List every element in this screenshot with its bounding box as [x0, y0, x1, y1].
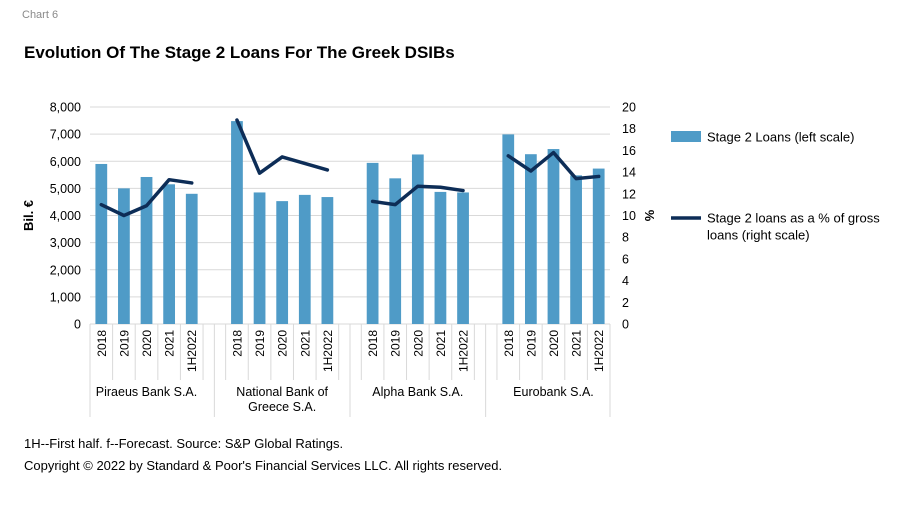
bar — [389, 178, 402, 324]
bar — [366, 162, 379, 324]
y2-tick-label: 20 — [622, 101, 636, 115]
bar — [592, 168, 605, 324]
y2-tick-label: 10 — [622, 209, 636, 223]
x-tick-label: 2021 — [298, 330, 312, 357]
y-tick-label: 0 — [74, 318, 81, 332]
bar — [231, 121, 243, 324]
x-tick-label: 2018 — [366, 330, 380, 357]
legend-line-label: loans (right scale) — [707, 228, 810, 243]
group-label: Eurobank S.A. — [513, 385, 594, 399]
y-tick-label: 5,000 — [50, 182, 81, 196]
y2-axis-title: % — [642, 210, 657, 222]
y2-tick-label: 12 — [622, 187, 636, 201]
bar — [185, 193, 198, 324]
series-line — [99, 177, 194, 218]
bar — [457, 192, 469, 324]
x-tick-label: 2021 — [570, 330, 584, 357]
bar — [276, 201, 289, 324]
y-tick-label: 8,000 — [50, 101, 81, 115]
group-label: Alpha Bank S.A. — [372, 385, 463, 399]
y-tick-label: 2,000 — [50, 263, 81, 277]
bar — [411, 154, 424, 324]
y2-tick-label: 18 — [622, 122, 636, 136]
bar — [321, 197, 334, 324]
x-tick-label: 2020 — [140, 330, 154, 357]
x-tick-label: 2019 — [253, 330, 267, 357]
y-tick-label: 6,000 — [50, 155, 81, 169]
x-tick-label: 2020 — [411, 330, 425, 357]
bar — [298, 194, 311, 324]
x-tick-label: 2020 — [276, 330, 290, 357]
series-line — [370, 184, 465, 207]
group-label: Piraeus Bank S.A. — [96, 385, 197, 399]
bar — [253, 192, 266, 324]
y-tick-label: 4,000 — [50, 209, 81, 223]
bar — [95, 163, 108, 324]
bar — [547, 149, 560, 324]
group-label: Greece S.A. — [248, 400, 316, 414]
bar — [118, 188, 130, 324]
x-tick-label: 2018 — [502, 330, 516, 357]
chart: 0 1,000 2,000 3,000 4,000 5,000 6,000 7,000 8,00… — [21, 101, 880, 417]
series-line — [506, 150, 601, 181]
y2-tick-label: 8 — [622, 231, 629, 245]
series-line — [235, 118, 330, 175]
x-tick-label: 1H2022 — [321, 330, 335, 372]
x-tick-label: 2019 — [524, 330, 538, 357]
copyright-note: Copyright © 2022 by Standard & Poor's Fi… — [24, 458, 503, 473]
x-tick-label: 2021 — [163, 330, 177, 357]
chart-number-label: Chart 6 — [22, 9, 59, 21]
bar — [570, 175, 582, 324]
legend-bar-label: Stage 2 Loans (left scale) — [707, 130, 854, 145]
source-note: 1H--First half. f--Forecast. Source: S&P… — [24, 436, 344, 451]
y-axis-title: Bil. € — [21, 200, 36, 231]
bar — [524, 154, 537, 324]
y2-tick-label: 6 — [622, 252, 629, 266]
bar — [163, 184, 176, 324]
y2-tick-label: 4 — [622, 274, 629, 288]
y-tick-label: 1,000 — [50, 290, 81, 304]
bar — [434, 191, 447, 324]
x-tick-label: 1H2022 — [592, 330, 606, 372]
y2-tick-label: 0 — [622, 318, 629, 332]
bar — [140, 176, 153, 324]
bar — [502, 134, 515, 324]
group-label: National Bank of — [236, 385, 328, 399]
x-tick-label: 2019 — [389, 330, 403, 357]
x-tick-label: 1H2022 — [185, 330, 199, 372]
x-tick-label: 2020 — [547, 330, 561, 357]
x-tick-label: 1H2022 — [457, 330, 471, 372]
x-tick-label: 2019 — [117, 330, 131, 357]
legend-bar-swatch — [671, 131, 701, 142]
y2-tick-label: 2 — [622, 296, 629, 310]
y2-tick-label: 14 — [622, 166, 636, 180]
y-tick-label: 3,000 — [50, 236, 81, 250]
y-tick-label: 7,000 — [50, 128, 81, 142]
x-tick-label: 2021 — [434, 330, 448, 357]
legend-line-label: Stage 2 loans as a % of gross — [707, 211, 880, 226]
chart-title: Evolution Of The Stage 2 Loans For The G… — [24, 43, 455, 62]
x-tick-label: 2018 — [95, 330, 109, 357]
x-tick-label: 2018 — [230, 330, 244, 357]
y2-tick-label: 16 — [622, 144, 636, 158]
